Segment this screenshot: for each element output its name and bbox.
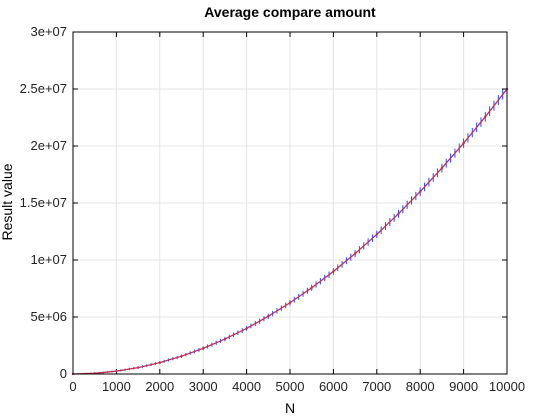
plot-frame [72, 31, 508, 375]
x-tick-label: 5000 [276, 379, 305, 394]
series-line [72, 88, 508, 375]
y-tick-label: 1e+07 [30, 252, 67, 267]
y-tick-label: 0 [60, 366, 67, 381]
x-tick-label: 6000 [319, 379, 348, 394]
y-axis-label: Result value [0, 163, 15, 240]
y-tick-label: 5e+06 [30, 309, 67, 324]
x-tick-label: 1000 [102, 379, 131, 394]
x-tick-label: 2000 [145, 379, 174, 394]
y-tick-label: 2.5e+07 [20, 81, 67, 96]
x-tick-label: 4000 [232, 379, 261, 394]
x-tick-label: 8000 [406, 379, 435, 394]
x-axis-label: N [285, 400, 295, 416]
x-tick-label: 0 [69, 379, 76, 394]
y-tick-label: 2e+07 [30, 138, 67, 153]
x-tick-label: 3000 [189, 379, 218, 394]
chart-title: Average compare amount [204, 4, 376, 20]
y-tick-label: 1.5e+07 [20, 195, 67, 210]
y-axis-ticks: 0 5e+06 1e+07 1.5e+07 2e+07 2.5e+07 3e+07 [20, 24, 507, 381]
x-tick-label: 7000 [362, 379, 391, 394]
x-axis-ticks: 0 1000 2000 3000 4000 5000 6000 7000 8000 9000 100… [69, 32, 525, 394]
y-tick-label: 3e+07 [30, 24, 67, 39]
x-tick-label: 9000 [449, 379, 478, 394]
x-tick-label: 10000 [489, 379, 525, 394]
